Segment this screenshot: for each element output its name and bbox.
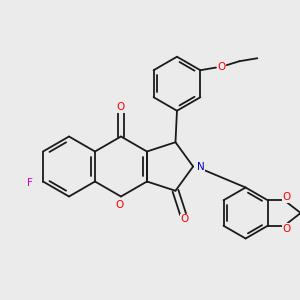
Text: O: O	[117, 102, 125, 112]
Text: N: N	[197, 161, 205, 172]
Text: O: O	[283, 192, 291, 202]
Text: O: O	[217, 61, 226, 72]
Text: O: O	[115, 200, 124, 210]
Text: O: O	[181, 214, 189, 224]
Text: F: F	[27, 178, 32, 188]
Text: O: O	[283, 224, 291, 234]
